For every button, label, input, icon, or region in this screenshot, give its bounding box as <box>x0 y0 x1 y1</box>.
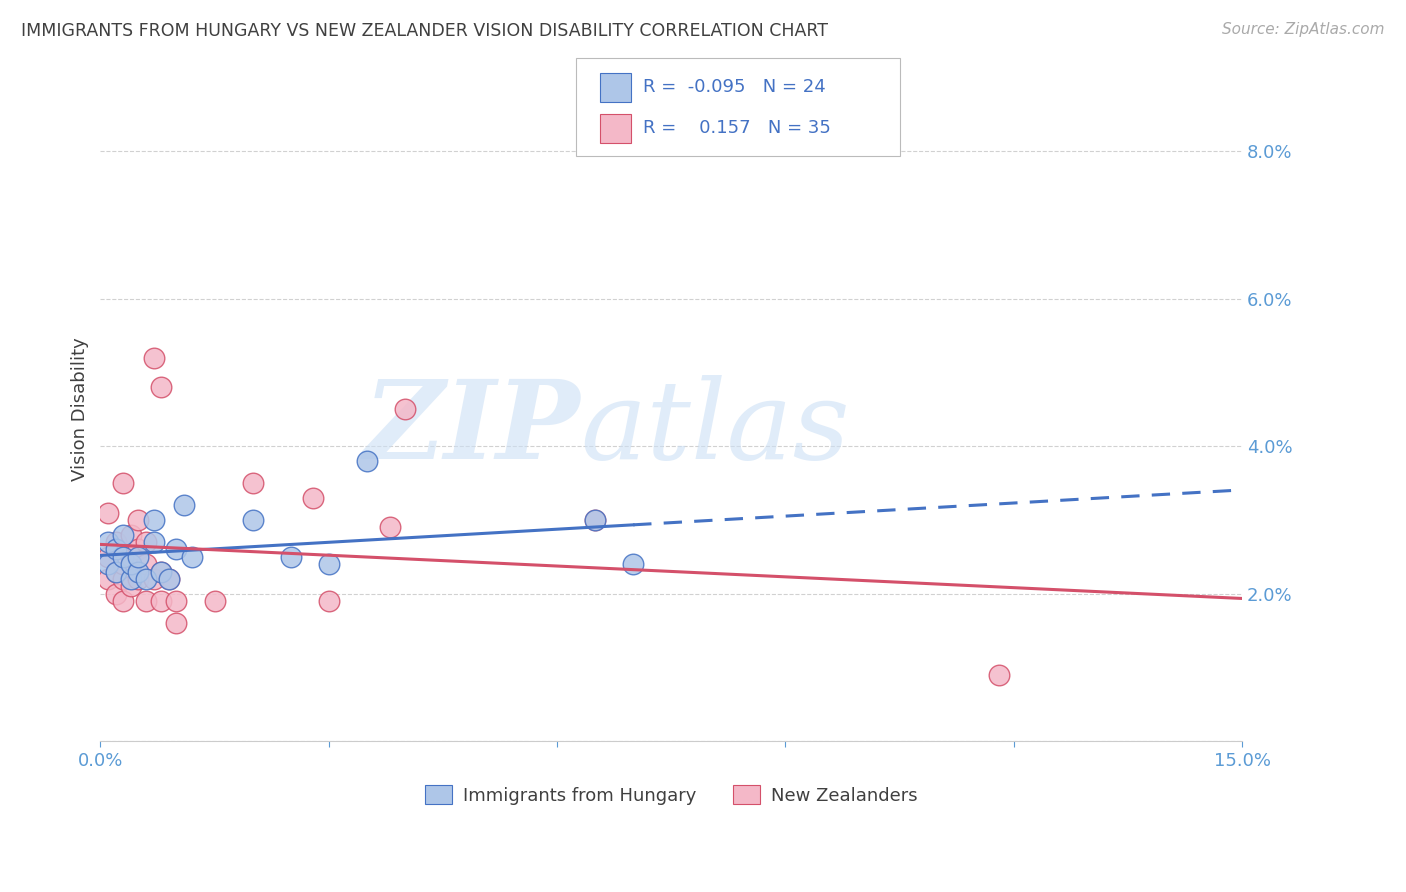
Point <box>127 572 149 586</box>
Text: IMMIGRANTS FROM HUNGARY VS NEW ZEALANDER VISION DISABILITY CORRELATION CHART: IMMIGRANTS FROM HUNGARY VS NEW ZEALANDER… <box>21 22 828 40</box>
Point <box>173 498 195 512</box>
Text: R =  -0.095   N = 24: R = -0.095 N = 24 <box>643 78 825 96</box>
Point <box>150 565 173 579</box>
Point <box>112 549 135 564</box>
Point <box>318 594 340 608</box>
Point <box>112 557 135 571</box>
Point <box>104 565 127 579</box>
Legend: Immigrants from Hungary, New Zealanders: Immigrants from Hungary, New Zealanders <box>418 778 924 812</box>
Point <box>166 542 188 557</box>
Point <box>204 594 226 608</box>
Point <box>166 594 188 608</box>
Point <box>97 506 120 520</box>
Point <box>180 549 202 564</box>
Point <box>112 572 135 586</box>
Point <box>318 557 340 571</box>
Point <box>280 549 302 564</box>
Point <box>127 513 149 527</box>
Point <box>242 513 264 527</box>
Point <box>157 572 180 586</box>
Point <box>135 594 157 608</box>
Point <box>97 549 120 564</box>
Point <box>97 557 120 571</box>
Point <box>120 527 142 541</box>
Point <box>142 535 165 549</box>
Point <box>135 535 157 549</box>
Point <box>302 491 325 505</box>
Point <box>135 572 157 586</box>
Point <box>120 549 142 564</box>
Point <box>127 565 149 579</box>
Point <box>142 513 165 527</box>
Point <box>157 572 180 586</box>
Point <box>378 520 401 534</box>
Point <box>97 535 120 549</box>
Text: R =    0.157   N = 35: R = 0.157 N = 35 <box>643 120 831 137</box>
Point <box>127 549 149 564</box>
Text: atlas: atlas <box>579 376 849 483</box>
Point <box>583 513 606 527</box>
Text: ZIP: ZIP <box>363 376 579 483</box>
Y-axis label: Vision Disability: Vision Disability <box>72 337 89 481</box>
Point <box>242 476 264 491</box>
Point <box>112 594 135 608</box>
Point <box>112 527 135 541</box>
Text: Source: ZipAtlas.com: Source: ZipAtlas.com <box>1222 22 1385 37</box>
Point <box>97 572 120 586</box>
Point <box>987 667 1010 681</box>
Point <box>135 557 157 571</box>
Point <box>142 572 165 586</box>
Point <box>104 542 127 557</box>
Point <box>104 535 127 549</box>
Point <box>166 616 188 631</box>
Point <box>394 402 416 417</box>
Point <box>621 557 644 571</box>
Point <box>120 579 142 593</box>
Point <box>142 351 165 365</box>
Point <box>150 380 173 394</box>
Point <box>127 542 149 557</box>
Point <box>112 476 135 491</box>
Point <box>583 513 606 527</box>
Point <box>356 454 378 468</box>
Point <box>104 565 127 579</box>
Point <box>150 594 173 608</box>
Point <box>120 572 142 586</box>
Point <box>120 557 142 571</box>
Point <box>104 587 127 601</box>
Point <box>150 565 173 579</box>
